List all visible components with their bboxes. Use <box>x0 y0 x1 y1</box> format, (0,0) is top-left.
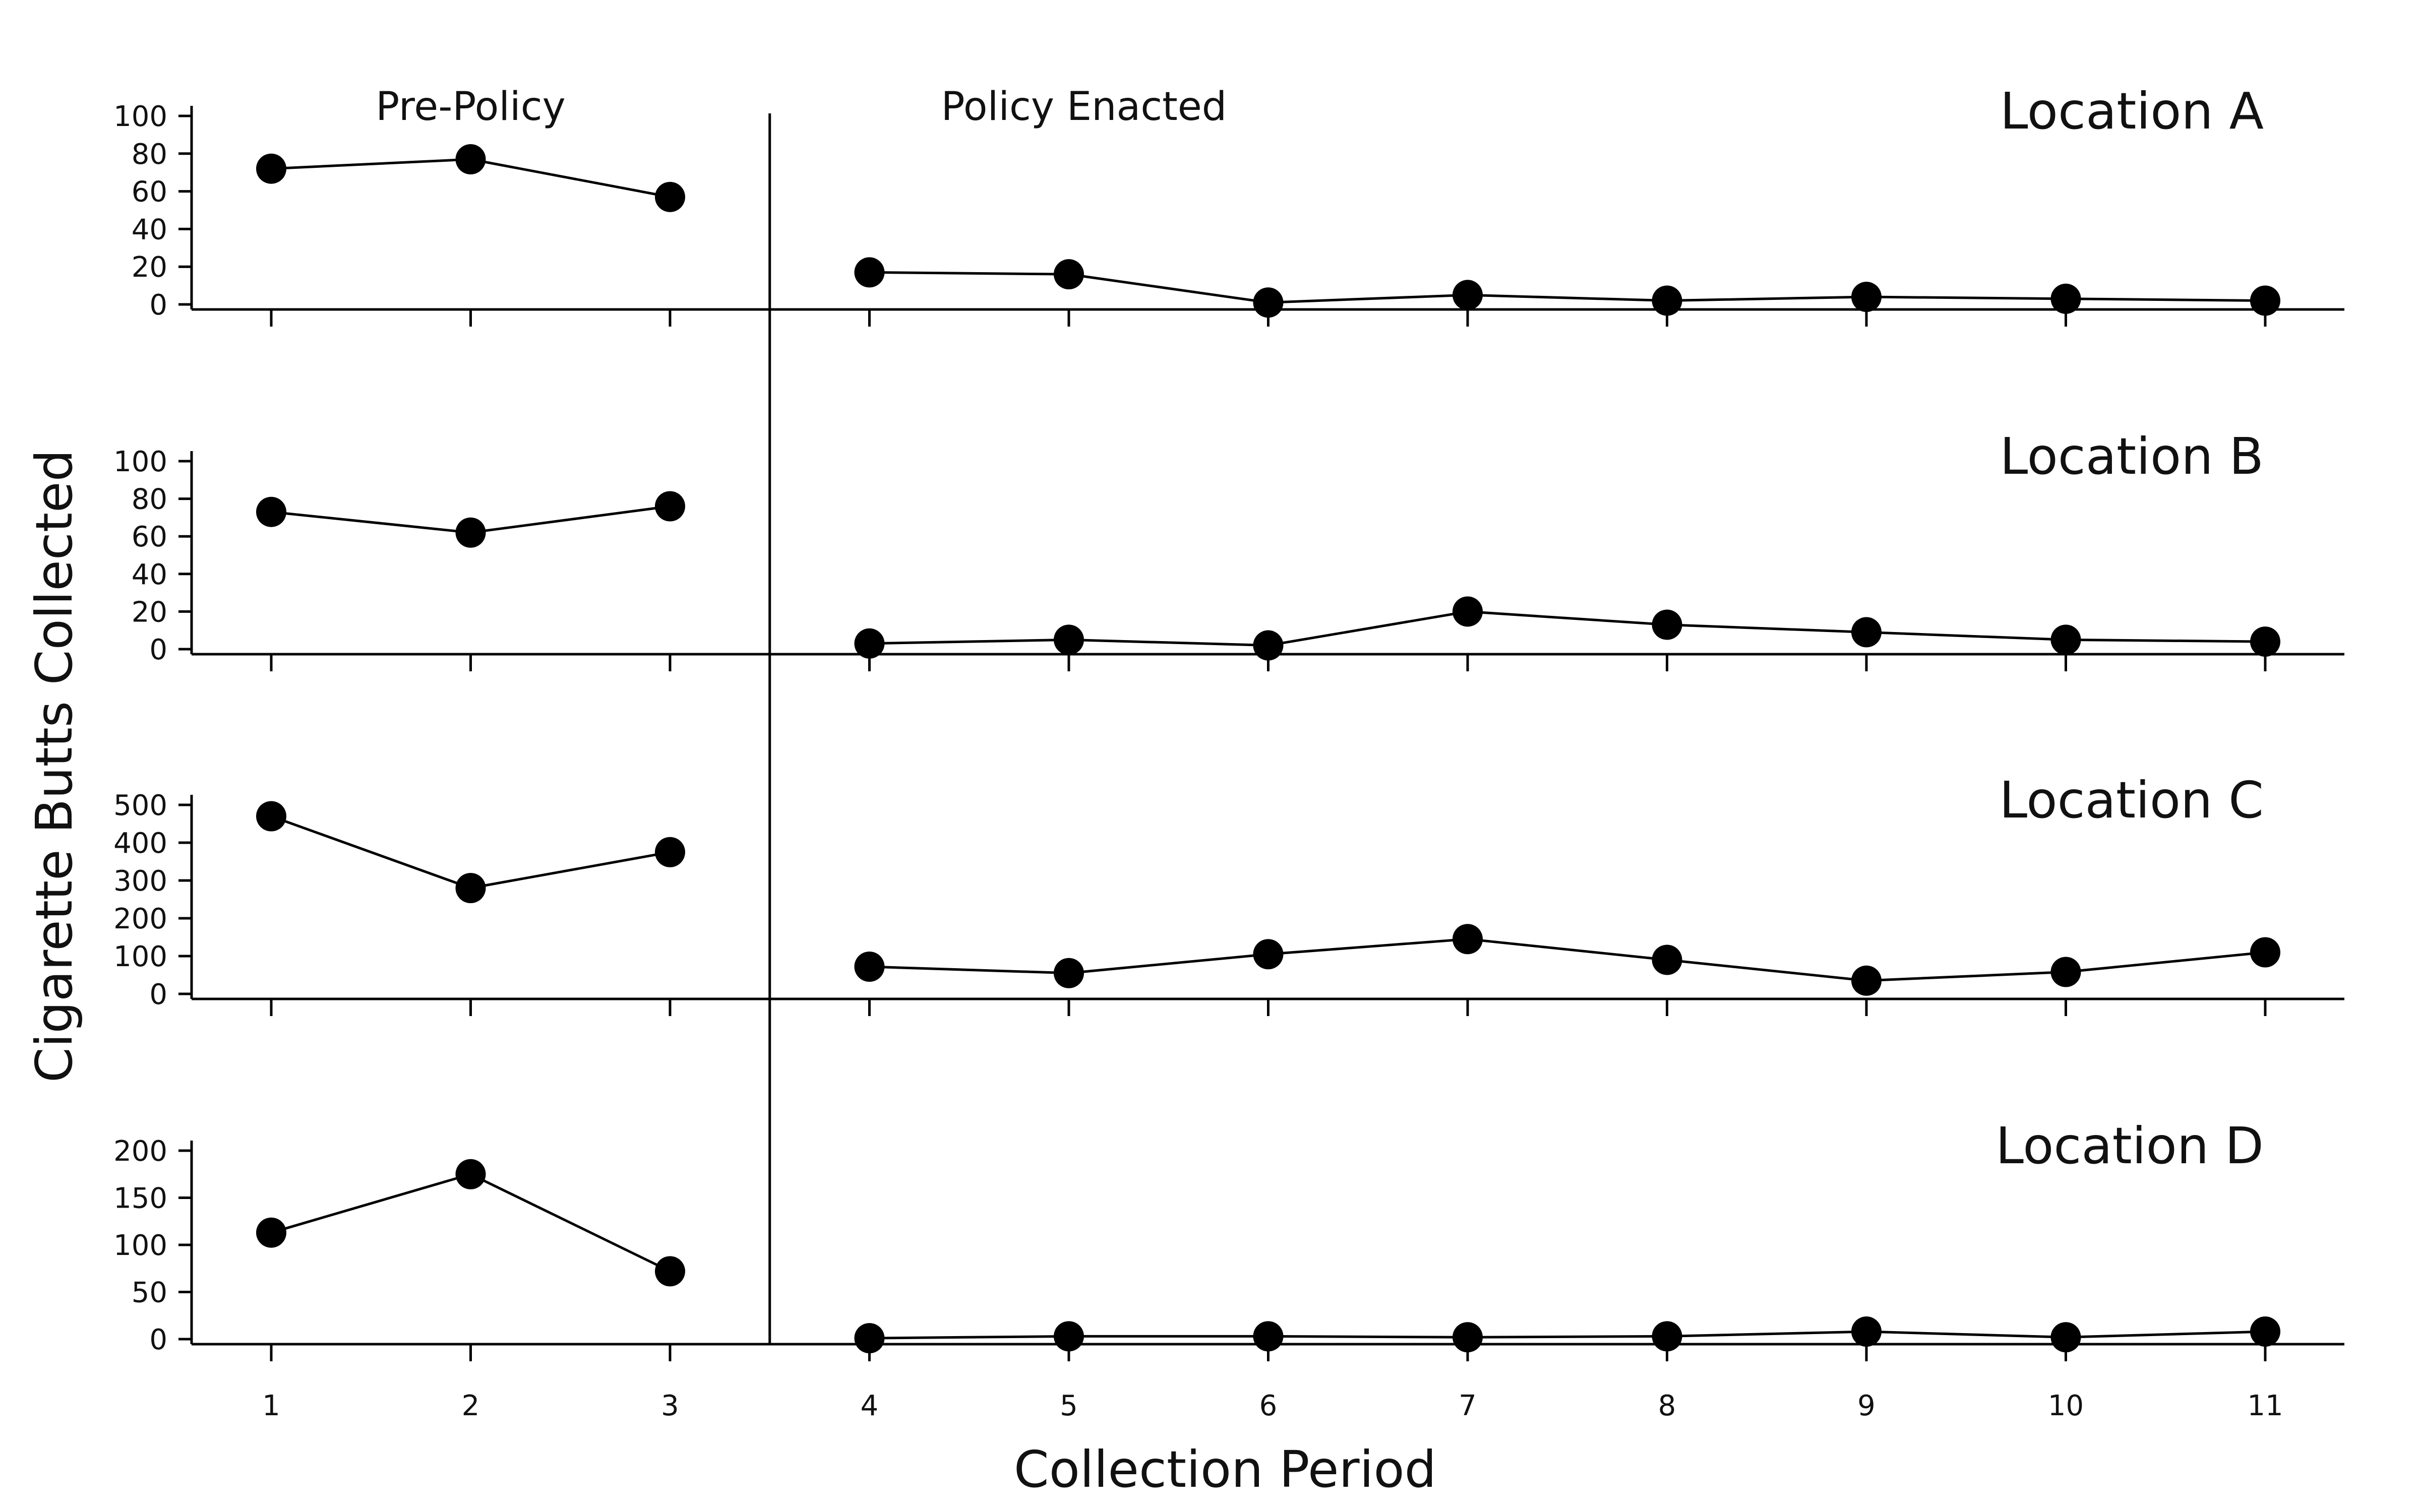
x-tick-label: 3 <box>661 1390 679 1422</box>
data-point <box>854 257 885 288</box>
data-point <box>1652 285 1682 316</box>
x-tick-label: 8 <box>1658 1390 1676 1422</box>
y-tick-label: 60 <box>132 521 167 553</box>
y-tick-label: 100 <box>113 446 167 478</box>
data-point <box>2250 626 2280 657</box>
data-point <box>1851 282 1882 312</box>
data-point <box>1453 924 1483 955</box>
y-tick-label: 500 <box>113 789 167 822</box>
series-line-policy-enacted <box>869 937 2266 982</box>
data-point <box>256 1217 286 1248</box>
x-tick-label: 2 <box>462 1390 480 1422</box>
y-tick-label: 100 <box>113 940 167 973</box>
x-axis-title: Collection Period <box>1014 1440 1436 1499</box>
series-line-policy-enacted <box>869 271 2266 304</box>
y-tick-label: 200 <box>113 1135 167 1168</box>
y-tick-label: 50 <box>132 1277 167 1309</box>
panel-2: 0 20 40 60 80 100 Location B <box>113 427 2344 671</box>
x-tick-label: 6 <box>1259 1390 1278 1422</box>
y-tick-label: 0 <box>149 978 167 1011</box>
data-point <box>1453 596 1483 627</box>
data-point <box>455 873 486 903</box>
data-point <box>1253 1321 1284 1352</box>
x-tick-label: 9 <box>1857 1390 1876 1422</box>
data-point <box>854 628 885 659</box>
data-point <box>455 517 486 548</box>
y-tick-label: 300 <box>113 865 167 898</box>
panel-3: 0 100 200 300 400 500 Location C <box>113 771 2344 1016</box>
phase-label-pre-policy: Pre-Policy <box>376 84 566 130</box>
y-tick-label: 100 <box>113 100 167 133</box>
data-point <box>854 1323 885 1354</box>
y-tick-label: 100 <box>113 1229 167 1262</box>
data-point <box>1851 1316 1882 1347</box>
y-tick-label: 400 <box>113 827 167 860</box>
series-line-policy-enacted <box>869 1330 2266 1340</box>
data-point <box>1253 939 1284 970</box>
data-point <box>2250 937 2280 968</box>
series-line-policy-enacted <box>869 610 2266 647</box>
data-point <box>1054 1321 1084 1352</box>
phase-label-policy-enacted: Policy Enacted <box>941 84 1227 130</box>
data-point <box>1652 609 1682 640</box>
x-tick-label: 11 <box>2247 1390 2283 1422</box>
data-point <box>2050 283 2081 314</box>
data-point <box>455 144 486 175</box>
chart-panels: 0 20 40 60 80 100 Location A 0 20 40 60 80 100 Locati… <box>113 82 2344 1361</box>
panel-title: Location B <box>2000 427 2264 486</box>
data-point <box>2050 957 2081 987</box>
y-tick-label: 150 <box>113 1182 167 1215</box>
y-tick-label: 80 <box>132 138 167 171</box>
y-tick-label: 20 <box>132 596 167 628</box>
data-point <box>1851 617 1882 648</box>
data-point <box>2250 1316 2280 1347</box>
data-point <box>1453 1322 1483 1353</box>
data-point <box>1253 287 1284 318</box>
data-point <box>2050 1322 2081 1353</box>
y-tick-label: 40 <box>132 558 167 591</box>
data-point <box>655 837 685 867</box>
panel-title: Location C <box>1999 771 2264 830</box>
x-axis-ticks: 1 2 3 4 5 6 7 8 9 10 11 <box>262 1390 2283 1422</box>
data-point <box>256 496 286 527</box>
y-tick-label: 0 <box>149 289 167 322</box>
data-point <box>1054 958 1084 988</box>
y-tick-label: 200 <box>113 903 167 935</box>
y-tick-label: 40 <box>132 213 167 246</box>
data-point <box>655 1256 685 1287</box>
data-point <box>1851 965 1882 996</box>
x-tick-label: 7 <box>1459 1390 1477 1422</box>
data-point <box>455 1159 486 1189</box>
data-point <box>1253 630 1284 661</box>
x-tick-label: 5 <box>1060 1390 1078 1422</box>
y-tick-label: 0 <box>149 634 167 666</box>
data-point <box>1054 624 1084 655</box>
y-tick-label: 20 <box>132 251 167 284</box>
data-point <box>1652 1321 1682 1352</box>
data-point <box>655 181 685 212</box>
data-point <box>655 491 685 522</box>
panel-title: Location A <box>2000 82 2264 141</box>
data-point <box>2250 285 2280 316</box>
data-point <box>854 952 885 982</box>
data-point <box>1453 280 1483 310</box>
y-axis-title: Cigarette Butts Collected <box>25 450 84 1083</box>
y-tick-label: 80 <box>132 483 167 516</box>
data-point <box>1054 259 1084 290</box>
y-tick-label: 60 <box>132 176 167 209</box>
data-point <box>256 801 286 832</box>
data-point <box>256 153 286 184</box>
data-point <box>1652 944 1682 975</box>
x-tick-label: 10 <box>2048 1390 2084 1422</box>
panel-4: 0 50 100 150 200 Location D <box>113 1116 2344 1361</box>
panel-1: 0 20 40 60 80 100 Location A <box>113 82 2344 327</box>
x-tick-label: 4 <box>861 1390 879 1422</box>
y-tick-label: 0 <box>149 1324 167 1356</box>
panel-title: Location D <box>1995 1116 2264 1175</box>
data-point <box>2050 624 2081 655</box>
x-tick-label: 1 <box>262 1390 280 1422</box>
